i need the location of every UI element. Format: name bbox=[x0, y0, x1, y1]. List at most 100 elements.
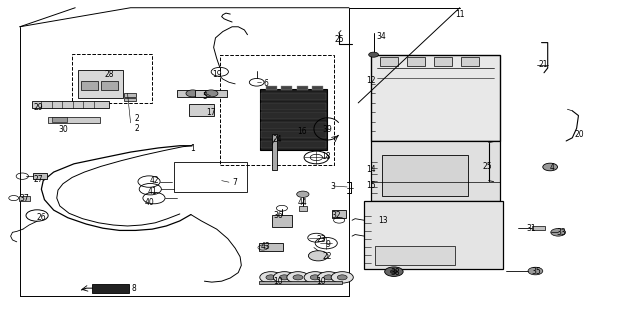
Circle shape bbox=[273, 272, 295, 283]
Text: 38: 38 bbox=[391, 268, 400, 277]
Text: 31: 31 bbox=[527, 224, 536, 233]
Bar bbox=[297, 86, 308, 90]
Circle shape bbox=[337, 275, 347, 280]
Circle shape bbox=[260, 272, 282, 283]
Text: 39: 39 bbox=[323, 125, 332, 134]
Text: 32: 32 bbox=[332, 211, 342, 220]
Text: 1: 1 bbox=[190, 144, 195, 153]
Text: 26: 26 bbox=[36, 212, 46, 222]
Circle shape bbox=[310, 275, 320, 280]
Text: 30: 30 bbox=[58, 125, 68, 134]
Bar bbox=[371, 141, 500, 201]
Bar bbox=[174, 162, 247, 192]
Bar bbox=[177, 90, 209, 97]
Text: 25: 25 bbox=[335, 35, 345, 44]
Bar bbox=[258, 281, 342, 284]
Circle shape bbox=[528, 267, 543, 275]
Circle shape bbox=[205, 90, 218, 97]
Bar bbox=[82, 81, 98, 90]
Bar bbox=[261, 122, 326, 129]
Text: 36: 36 bbox=[273, 211, 283, 220]
Bar bbox=[189, 105, 214, 116]
Text: 6: 6 bbox=[263, 79, 268, 88]
Bar bbox=[376, 246, 455, 265]
Circle shape bbox=[279, 275, 289, 280]
Text: 10: 10 bbox=[316, 277, 326, 286]
Text: 21: 21 bbox=[538, 60, 548, 69]
Bar bbox=[407, 57, 425, 67]
Bar bbox=[72, 54, 152, 103]
Circle shape bbox=[308, 251, 328, 261]
Text: 13: 13 bbox=[378, 216, 387, 225]
Circle shape bbox=[384, 267, 403, 276]
Text: 12: 12 bbox=[366, 76, 375, 85]
Bar bbox=[312, 86, 323, 90]
Bar bbox=[261, 112, 326, 119]
Circle shape bbox=[318, 272, 340, 283]
Text: 15: 15 bbox=[366, 181, 375, 190]
Text: 22: 22 bbox=[323, 252, 332, 261]
Bar bbox=[381, 155, 468, 196]
Bar bbox=[19, 196, 30, 201]
Text: 40: 40 bbox=[144, 198, 154, 207]
Bar bbox=[78, 69, 122, 98]
Text: 11: 11 bbox=[455, 10, 465, 19]
Circle shape bbox=[390, 270, 397, 274]
Text: 25: 25 bbox=[483, 162, 492, 171]
Text: 42: 42 bbox=[149, 176, 159, 185]
Text: 29: 29 bbox=[33, 103, 43, 112]
Bar bbox=[261, 103, 326, 110]
Text: 27: 27 bbox=[33, 174, 43, 184]
Bar bbox=[48, 117, 100, 123]
Text: 41: 41 bbox=[147, 187, 157, 196]
Text: 5: 5 bbox=[202, 92, 207, 101]
Text: 19: 19 bbox=[212, 70, 221, 79]
Circle shape bbox=[186, 90, 200, 97]
Bar bbox=[195, 90, 227, 97]
Bar bbox=[266, 86, 277, 90]
Bar bbox=[261, 132, 326, 139]
Bar bbox=[332, 210, 346, 218]
Bar bbox=[434, 57, 452, 67]
Text: 20: 20 bbox=[575, 130, 585, 139]
Bar bbox=[260, 89, 328, 150]
Text: 17: 17 bbox=[206, 108, 216, 117]
Bar bbox=[93, 284, 129, 292]
Bar bbox=[124, 93, 135, 97]
Text: 43: 43 bbox=[261, 242, 271, 251]
Text: 16: 16 bbox=[297, 127, 307, 136]
Text: 28: 28 bbox=[104, 70, 114, 79]
Circle shape bbox=[287, 272, 309, 283]
Bar bbox=[272, 215, 292, 227]
Bar bbox=[33, 173, 47, 179]
Bar bbox=[258, 244, 283, 252]
Text: 14: 14 bbox=[366, 165, 375, 174]
Text: 35: 35 bbox=[531, 267, 541, 276]
Text: 9: 9 bbox=[325, 240, 330, 249]
Text: 4: 4 bbox=[549, 164, 554, 172]
Circle shape bbox=[543, 163, 557, 171]
Text: 44: 44 bbox=[298, 198, 308, 207]
Text: 8: 8 bbox=[131, 284, 136, 293]
Text: 7: 7 bbox=[233, 178, 237, 187]
Bar bbox=[281, 86, 292, 90]
Bar bbox=[272, 134, 277, 170]
Bar bbox=[371, 55, 500, 141]
Bar bbox=[220, 55, 334, 165]
Bar bbox=[461, 57, 480, 67]
Text: 23: 23 bbox=[316, 235, 326, 244]
Text: 2: 2 bbox=[134, 114, 139, 123]
Text: 24: 24 bbox=[272, 135, 282, 144]
Bar bbox=[124, 98, 135, 101]
Text: 33: 33 bbox=[556, 228, 566, 237]
Text: 37: 37 bbox=[20, 194, 30, 203]
Bar bbox=[101, 81, 117, 90]
Bar bbox=[365, 201, 503, 269]
Bar bbox=[261, 141, 326, 148]
Text: 3: 3 bbox=[330, 182, 335, 191]
Bar bbox=[261, 93, 326, 100]
Text: 18: 18 bbox=[321, 152, 331, 161]
Circle shape bbox=[324, 275, 334, 280]
Bar bbox=[52, 117, 67, 122]
Circle shape bbox=[266, 275, 276, 280]
